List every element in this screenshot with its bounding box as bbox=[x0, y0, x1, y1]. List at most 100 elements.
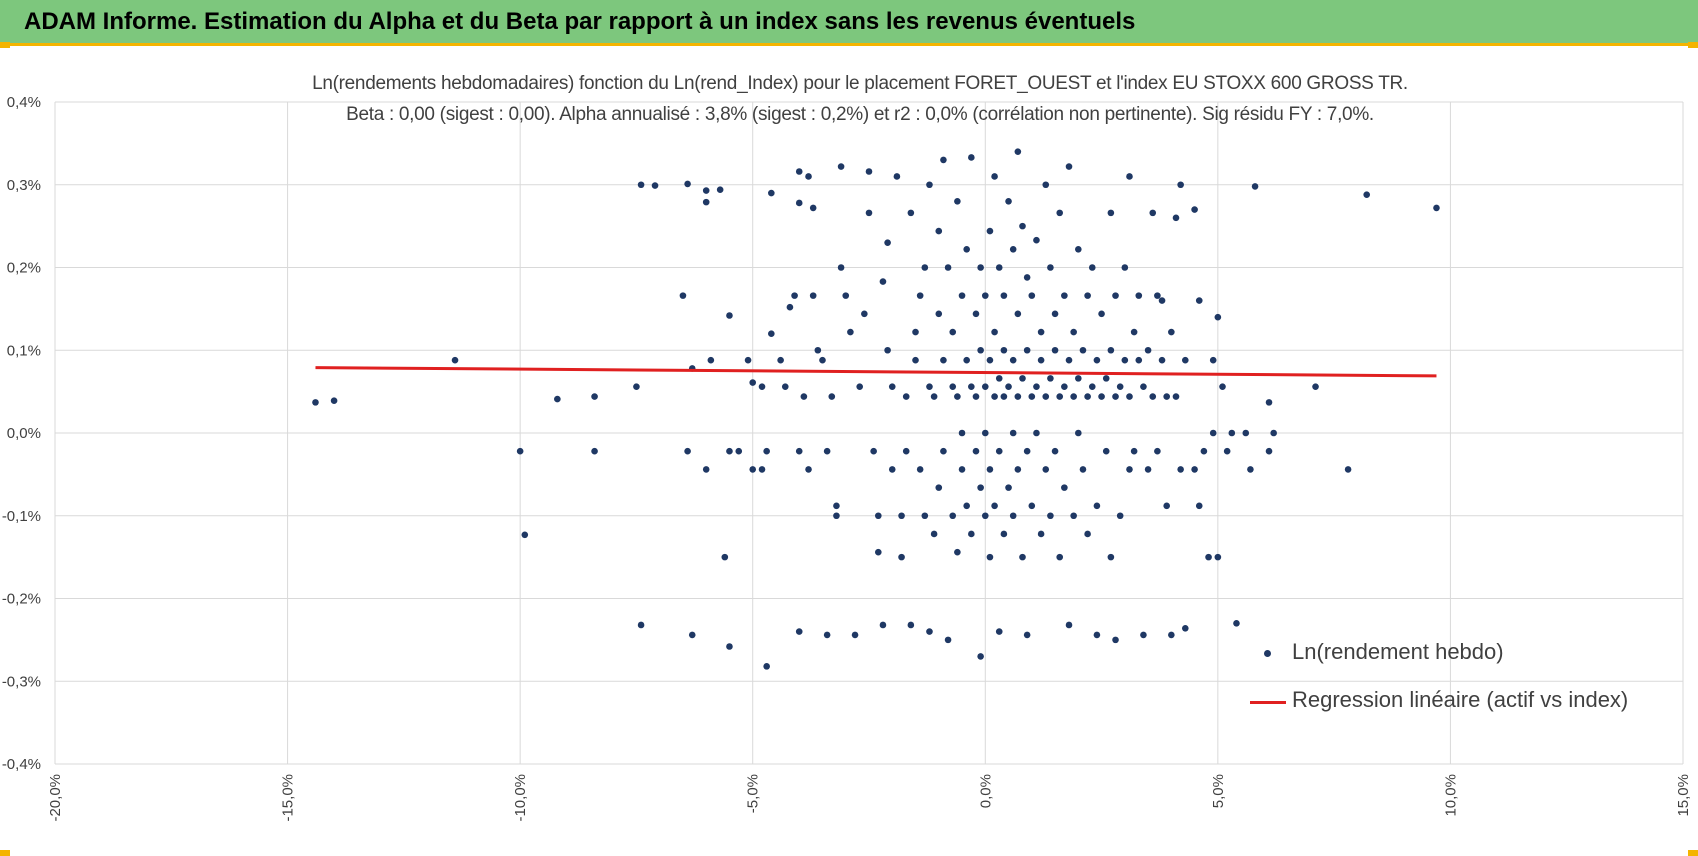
scatter-point bbox=[898, 512, 905, 520]
corner-accent-left bbox=[0, 42, 10, 48]
scatter-point bbox=[1009, 429, 1017, 437]
scatter-point bbox=[870, 447, 877, 455]
scatter-point bbox=[1251, 183, 1259, 190]
scatter-point bbox=[986, 553, 994, 561]
scatter-point bbox=[1033, 429, 1040, 437]
scatter-point bbox=[1168, 328, 1175, 336]
scatter-point bbox=[805, 173, 812, 180]
scatter-point bbox=[1172, 393, 1180, 400]
scatter-point bbox=[795, 628, 803, 635]
scatter-point bbox=[1126, 173, 1133, 180]
scatter-point bbox=[977, 346, 984, 354]
scatter-point bbox=[726, 312, 733, 319]
scatter-point bbox=[1112, 636, 1119, 644]
scatter-point bbox=[1135, 356, 1143, 364]
scatter-point bbox=[1158, 297, 1166, 304]
scatter-point bbox=[1195, 297, 1203, 304]
scatter-point bbox=[958, 466, 966, 473]
scatter-point bbox=[1093, 356, 1101, 364]
scatter-point bbox=[851, 631, 859, 639]
corner-accent-bottom-left bbox=[0, 850, 10, 856]
scatter-point bbox=[1037, 530, 1045, 538]
scatter-point bbox=[684, 180, 691, 188]
scatter-point bbox=[916, 466, 924, 473]
scatter-point bbox=[888, 383, 896, 390]
scatter-point bbox=[1191, 466, 1198, 473]
chart-title-line-2: Beta : 0,00 (sigest : 0,00). Alpha annua… bbox=[346, 104, 1374, 125]
scatter-point bbox=[865, 209, 873, 217]
scatter-point bbox=[991, 502, 998, 510]
scatter-point bbox=[954, 393, 961, 400]
scatter-point bbox=[1209, 356, 1217, 364]
scatter-point bbox=[986, 227, 994, 235]
scatter-point bbox=[991, 173, 998, 180]
scatter-point bbox=[1181, 356, 1189, 364]
scatter-point bbox=[921, 264, 929, 271]
scatter-point bbox=[940, 156, 947, 164]
scatter-point bbox=[823, 447, 831, 455]
scatter-point bbox=[819, 356, 826, 364]
scatter-point bbox=[1126, 466, 1133, 473]
scatter-point bbox=[958, 429, 966, 437]
scatter-point bbox=[842, 292, 850, 299]
scatter-point bbox=[795, 168, 803, 175]
scatter-point bbox=[791, 292, 798, 299]
scatter-point bbox=[1116, 383, 1124, 390]
scatter-point bbox=[977, 484, 984, 491]
scatter-point bbox=[907, 209, 915, 217]
chart-title-line-1: Ln(rendements hebdomadaires) fonction du… bbox=[312, 73, 1408, 94]
scatter-point bbox=[763, 447, 770, 455]
scatter-point bbox=[823, 631, 831, 639]
scatter-point bbox=[1075, 429, 1082, 437]
y-tick-label: -0,4% bbox=[2, 756, 41, 773]
scatter-point bbox=[1247, 466, 1254, 473]
scatter-point bbox=[1149, 209, 1157, 217]
scatter-point bbox=[721, 553, 729, 561]
scatter-point bbox=[1163, 502, 1170, 510]
scatter-point bbox=[1149, 393, 1157, 400]
scatter-point bbox=[1177, 466, 1184, 473]
scatter-point bbox=[1065, 356, 1073, 364]
scatter-point bbox=[1112, 393, 1119, 400]
scatter-point bbox=[935, 310, 943, 318]
scatter-point bbox=[865, 168, 873, 175]
scatter-point bbox=[1023, 274, 1031, 281]
scatter-point bbox=[1065, 163, 1073, 170]
scatter-point bbox=[1009, 512, 1017, 520]
scatter-point bbox=[1037, 356, 1045, 364]
scatter-point bbox=[930, 530, 938, 538]
scatter-point bbox=[1102, 375, 1110, 382]
scatter-point bbox=[1107, 346, 1115, 354]
scatter-point bbox=[1126, 393, 1133, 400]
scatter-point bbox=[1181, 624, 1189, 632]
scatter-point bbox=[963, 245, 970, 253]
scatter-point bbox=[758, 383, 766, 390]
scatter-point bbox=[1028, 393, 1036, 400]
scatter-point bbox=[744, 356, 752, 364]
scatter-point bbox=[451, 356, 459, 364]
regression-layer bbox=[315, 366, 1437, 378]
scatter-point bbox=[781, 383, 789, 390]
scatter-point bbox=[786, 303, 794, 311]
scatter-point bbox=[1195, 502, 1203, 510]
scatter-point bbox=[763, 663, 770, 670]
scatter-point bbox=[981, 429, 989, 437]
scatter-point bbox=[1014, 310, 1022, 318]
scatter-point bbox=[972, 393, 980, 400]
scatter-point bbox=[651, 182, 659, 189]
scatter-point bbox=[935, 227, 943, 235]
scatter-point bbox=[554, 395, 561, 403]
scatter-point bbox=[1154, 292, 1161, 299]
scatter-point bbox=[1051, 447, 1059, 455]
scatter-point bbox=[995, 375, 1003, 382]
scatter-point bbox=[1098, 393, 1105, 400]
scatter-point bbox=[1056, 209, 1064, 217]
scatter-point bbox=[1088, 383, 1096, 390]
scatter-point bbox=[1000, 393, 1008, 400]
scatter-point bbox=[591, 447, 598, 455]
scatter-point bbox=[902, 447, 910, 455]
scatter-point bbox=[921, 512, 929, 520]
scatter-point bbox=[879, 621, 887, 629]
scatter-point bbox=[312, 399, 319, 406]
corner-accent-right bbox=[1688, 42, 1698, 48]
